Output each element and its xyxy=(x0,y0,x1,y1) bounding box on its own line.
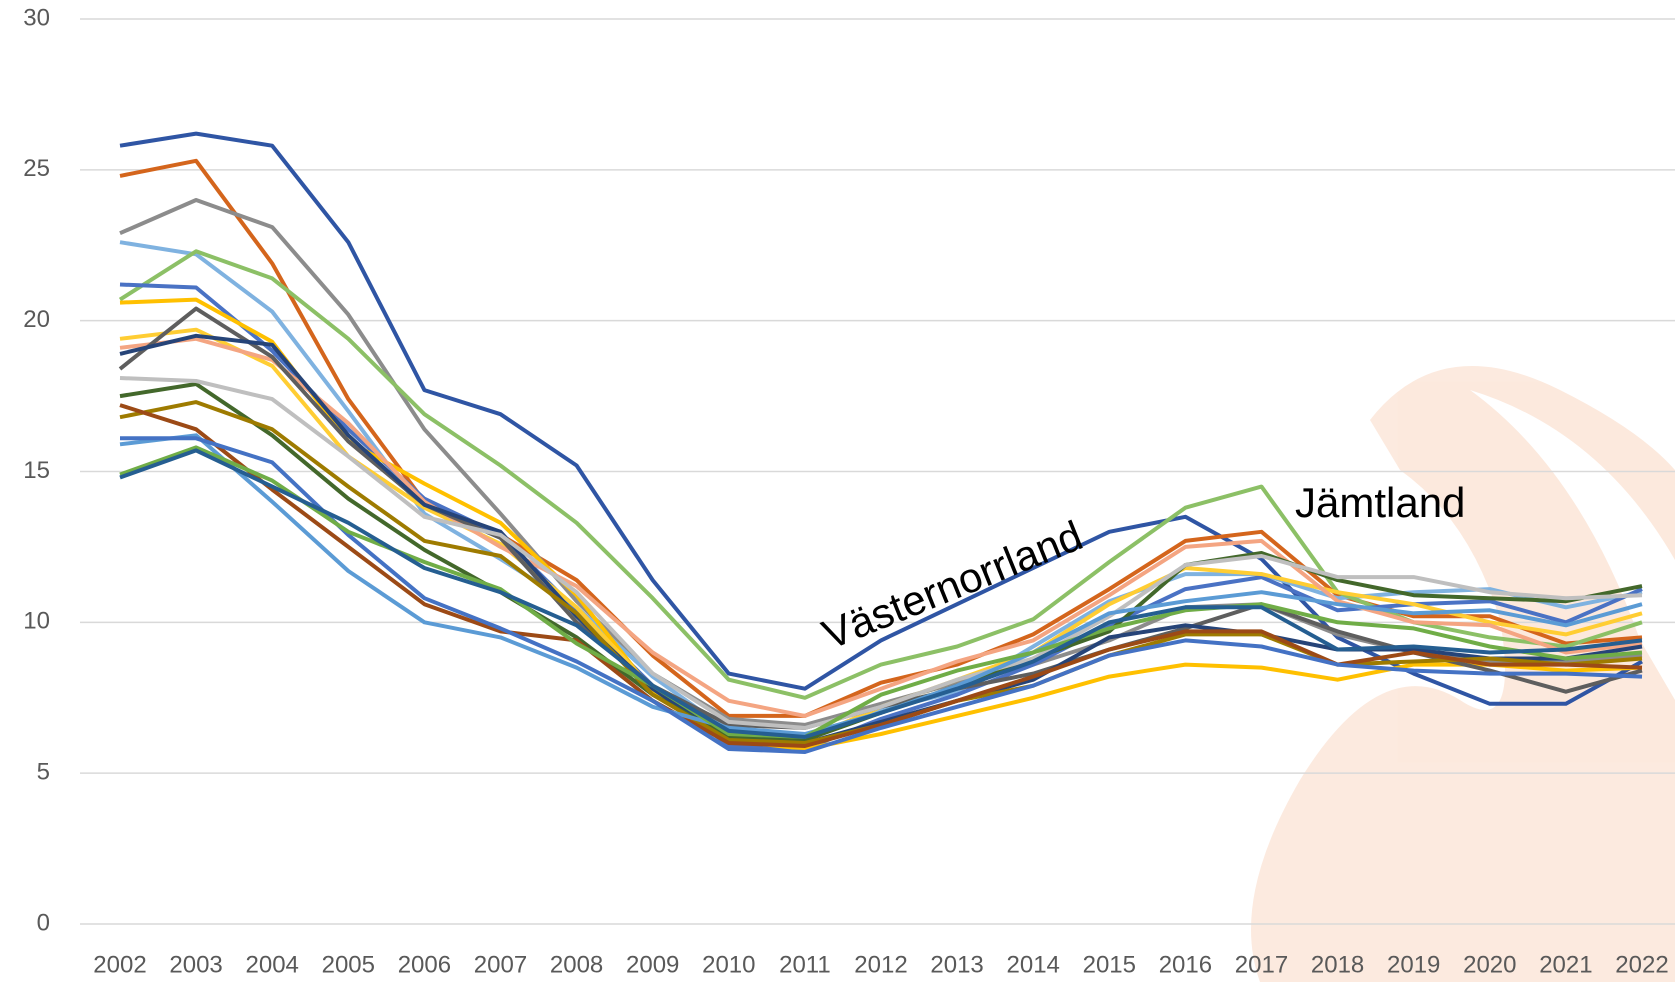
x-tick-label: 2018 xyxy=(1311,951,1364,978)
x-tick-label: 2010 xyxy=(702,951,755,978)
y-tick-label: 30 xyxy=(23,4,50,31)
watermark-cut xyxy=(1470,390,1675,700)
series-line xyxy=(120,436,1643,754)
series-line xyxy=(119,336,1643,718)
series-line xyxy=(119,376,1643,730)
series-line xyxy=(119,403,1643,748)
x-tick-label: 2011 xyxy=(779,951,831,978)
series-line xyxy=(119,448,1643,739)
x-tick-label: 2013 xyxy=(930,951,983,978)
x-tick-label: 2019 xyxy=(1387,951,1440,978)
x-tick-label: 2004 xyxy=(246,951,299,978)
watermark-shape xyxy=(1251,366,1675,982)
x-tick-label: 2005 xyxy=(322,951,375,978)
x-tick-label: 2016 xyxy=(1159,951,1212,978)
series-annotation: Jämtland xyxy=(1295,479,1465,526)
x-tick-label: 2021 xyxy=(1539,951,1592,978)
x-tick-label: 2014 xyxy=(1007,951,1060,978)
watermark xyxy=(1251,366,1675,982)
x-tick-label: 2006 xyxy=(398,951,451,978)
series-line xyxy=(119,282,1643,751)
series-line xyxy=(119,240,1643,739)
y-tick-label: 20 xyxy=(23,306,50,333)
y-tick-label: 10 xyxy=(23,608,50,635)
y-tick-label: 25 xyxy=(23,155,50,182)
x-tick-label: 2015 xyxy=(1083,951,1136,978)
x-tick-label: 2020 xyxy=(1463,951,1516,978)
x-tick-label: 2009 xyxy=(626,951,679,978)
x-tick-label: 2008 xyxy=(550,951,603,978)
x-tick-label: 2007 xyxy=(474,951,527,978)
y-tick-label: 15 xyxy=(23,457,50,484)
x-tick-label: 2022 xyxy=(1615,951,1668,978)
series-line xyxy=(119,445,1643,739)
x-tick-label: 2017 xyxy=(1235,951,1288,978)
x-tick-label: 2002 xyxy=(93,951,146,978)
x-tick-label: 2012 xyxy=(854,951,907,978)
x-tick-label: 2003 xyxy=(169,951,222,978)
y-tick-label: 0 xyxy=(37,909,50,936)
lines xyxy=(118,131,1643,754)
y-tick-label: 5 xyxy=(37,759,50,786)
